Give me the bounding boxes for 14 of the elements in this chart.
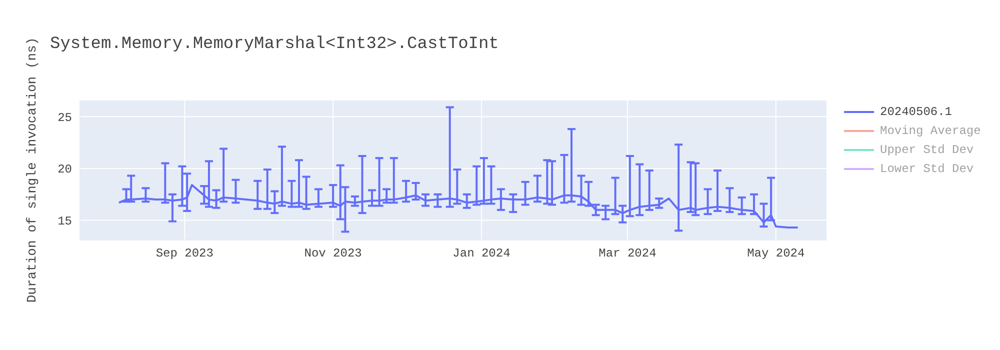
x-tick-label: May 2024 bbox=[747, 246, 805, 261]
y-tick-label: 20 bbox=[58, 162, 72, 177]
x-tick-label: Jan 2024 bbox=[452, 246, 510, 261]
x-tick-label: Sep 2023 bbox=[156, 246, 214, 261]
legend-label: Upper Std Dev bbox=[880, 142, 974, 156]
y-axis-title: Duration of single invocation (ns) bbox=[24, 37, 40, 303]
y-tick-label: 25 bbox=[58, 110, 72, 125]
legend-label: 20240506.1 bbox=[880, 104, 952, 118]
legend-label: Moving Average bbox=[880, 124, 981, 138]
y-tick-label: 15 bbox=[58, 214, 72, 229]
x-tick-label: Nov 2023 bbox=[304, 246, 362, 261]
chart-title: System.Memory.MemoryMarshal<Int32>.CastToInt bbox=[50, 35, 499, 54]
x-tick-label: Mar 2024 bbox=[598, 246, 656, 261]
legend-label: Lower Std Dev bbox=[880, 162, 974, 176]
